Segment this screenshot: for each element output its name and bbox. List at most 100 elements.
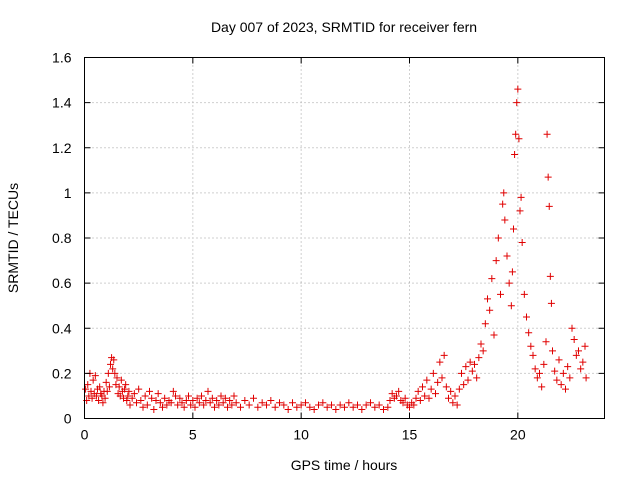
data-point: [271, 403, 279, 411]
data-point: [122, 381, 130, 389]
data-point: [410, 401, 418, 409]
data-point: [458, 369, 465, 377]
data-point: [434, 378, 442, 386]
data-point: [421, 392, 429, 400]
data-point: [566, 374, 574, 382]
data-point: [384, 403, 392, 411]
data-point: [185, 392, 192, 400]
data-point: [204, 387, 212, 395]
y-tick-label: 0.2: [52, 365, 72, 381]
data-point: [289, 399, 296, 407]
data-point: [297, 401, 305, 409]
data-point: [510, 225, 517, 233]
data-point: [137, 396, 145, 404]
data-point: [375, 401, 383, 409]
data-point: [436, 358, 444, 366]
data-point: [527, 342, 535, 350]
data-point: [440, 351, 448, 359]
data-point: [547, 299, 555, 307]
y-axis-label: SRMTID / TECUs: [5, 183, 21, 293]
data-point: [332, 405, 340, 413]
data-point: [481, 320, 489, 328]
data-point: [105, 383, 113, 391]
data-point: [531, 365, 539, 373]
x-tick-label: 10: [293, 427, 309, 443]
data-point: [113, 374, 121, 382]
data-point: [570, 336, 578, 344]
data-point: [302, 399, 309, 407]
data-point: [551, 367, 559, 375]
data-point: [217, 392, 225, 400]
data-point: [319, 399, 327, 407]
data-point: [419, 383, 426, 391]
data-point: [130, 390, 138, 398]
data-point: [503, 252, 511, 260]
data-point: [432, 390, 439, 398]
y-tick-label: 1: [64, 185, 72, 201]
data-point: [453, 401, 461, 409]
data-point: [284, 405, 292, 413]
data-point: [559, 369, 567, 377]
data-point: [471, 360, 478, 368]
data-point: [572, 351, 580, 359]
x-tick-label: 5: [189, 427, 197, 443]
data-point: [228, 401, 236, 409]
data-point: [358, 405, 366, 413]
data-point: [263, 401, 270, 409]
data-point: [423, 376, 431, 384]
data-point: [395, 387, 403, 395]
data-point: [82, 385, 90, 393]
data-point: [213, 396, 221, 404]
data-point: [549, 347, 556, 355]
data-point: [349, 403, 357, 411]
data-point: [479, 347, 487, 355]
data-point: [103, 387, 111, 395]
data-point: [484, 295, 491, 303]
data-point: [141, 392, 149, 400]
data-point: [544, 173, 552, 181]
data-point: [159, 403, 166, 411]
data-point: [178, 399, 186, 407]
data-point: [115, 383, 123, 391]
data-point: [553, 376, 561, 384]
data-point: [104, 369, 112, 377]
y-tick-label: 1.2: [52, 140, 72, 156]
data-point: [101, 394, 109, 402]
data-point: [425, 394, 433, 402]
data-point: [501, 216, 509, 224]
data-point: [169, 387, 177, 395]
data-point: [508, 268, 516, 276]
data-point: [393, 392, 400, 400]
data-point: [191, 403, 199, 411]
data-point: [189, 396, 197, 404]
data-point: [579, 358, 587, 366]
data-point: [202, 396, 210, 404]
data-point: [367, 399, 374, 407]
data-point: [117, 376, 125, 384]
data-point: [310, 405, 318, 413]
data-point: [449, 399, 457, 407]
data-point: [518, 239, 526, 247]
data-point: [442, 383, 450, 391]
data-point: [516, 207, 524, 215]
data-point: [564, 363, 572, 371]
data-point: [577, 365, 585, 373]
data-point: [546, 272, 554, 280]
data-point: [126, 401, 134, 409]
data-point: [174, 401, 182, 409]
data-point: [328, 401, 335, 409]
data-point: [380, 405, 387, 413]
data-point: [494, 234, 502, 242]
data-point: [254, 403, 262, 411]
data-point: [139, 403, 147, 411]
data-point: [399, 399, 407, 407]
y-tick-label: 0.6: [52, 275, 72, 291]
data-point: [232, 399, 240, 407]
data-point: [306, 403, 314, 411]
data-point: [180, 403, 188, 411]
data-point: [107, 360, 114, 368]
data-point: [89, 376, 97, 384]
data-point: [362, 401, 370, 409]
data-point: [109, 365, 117, 373]
data-point: [451, 392, 459, 400]
